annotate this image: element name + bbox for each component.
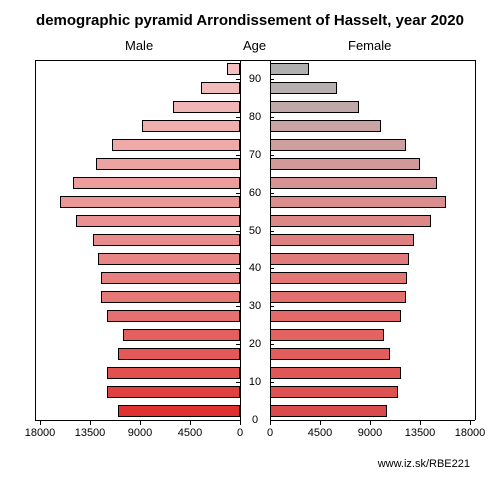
- female-bar: [270, 215, 431, 227]
- female-bar: [270, 120, 381, 132]
- y-tick-label: 30: [249, 300, 261, 312]
- x-tick-label: 9000: [358, 427, 382, 439]
- y-tick-label: 80: [249, 111, 261, 123]
- male-bar: [60, 196, 240, 208]
- female-bar: [270, 82, 337, 94]
- female-bar: [270, 63, 309, 75]
- male-bar: [96, 158, 240, 170]
- female-bar: [270, 386, 398, 398]
- female-bar: [270, 196, 446, 208]
- female-bar: [270, 291, 406, 303]
- y-tick-label: 50: [249, 225, 261, 237]
- male-bar: [142, 120, 240, 132]
- female-bar: [270, 272, 407, 284]
- x-tick-label: 13500: [75, 427, 106, 439]
- male-bar: [107, 310, 240, 322]
- male-bar: [101, 272, 240, 284]
- female-bar: [270, 177, 437, 189]
- pyramid-chart: demographic pyramid Arrondissement of Ha…: [0, 0, 500, 500]
- female-bar: [270, 348, 390, 360]
- x-tick-label: 13500: [405, 427, 436, 439]
- male-bar: [101, 291, 240, 303]
- female-bar: [270, 158, 420, 170]
- x-tick-label: 4500: [178, 427, 202, 439]
- male-bar: [123, 329, 240, 341]
- male-label: Male: [125, 38, 153, 53]
- y-tick-label: 70: [249, 149, 261, 161]
- male-bar: [107, 386, 240, 398]
- y-tick-label: 10: [249, 376, 261, 388]
- x-tick-label: 18000: [455, 427, 486, 439]
- male-bar: [118, 348, 240, 360]
- x-tick-label: 0: [237, 427, 243, 439]
- male-bar: [93, 234, 240, 246]
- source-text: www.iz.sk/RBE221: [378, 458, 470, 470]
- male-bar: [227, 63, 240, 75]
- plot-area: 0045004500900090001350013500180001800001…: [40, 60, 470, 420]
- female-bar: [270, 234, 414, 246]
- female-label: Female: [348, 38, 391, 53]
- male-bar: [112, 139, 240, 151]
- male-bar: [201, 82, 240, 94]
- x-tick-label: 4500: [308, 427, 332, 439]
- male-bar: [173, 101, 240, 113]
- y-tick-label: 60: [249, 187, 261, 199]
- age-label: Age: [243, 38, 266, 53]
- female-bar: [270, 329, 384, 341]
- x-tick-label: 9000: [128, 427, 152, 439]
- y-tick-label: 20: [249, 338, 261, 350]
- y-tick-label: 0: [252, 414, 258, 426]
- male-bar: [73, 177, 240, 189]
- female-bar: [270, 405, 387, 417]
- x-tick-label: 18000: [25, 427, 56, 439]
- x-tick-label: 0: [267, 427, 273, 439]
- male-bar: [76, 215, 240, 227]
- female-bar: [270, 101, 359, 113]
- female-bar: [270, 310, 401, 322]
- male-bar: [118, 405, 240, 417]
- female-bar: [270, 253, 409, 265]
- male-bar: [107, 367, 240, 379]
- chart-title: demographic pyramid Arrondissement of Ha…: [0, 12, 500, 29]
- y-tick-label: 40: [249, 262, 261, 274]
- female-bar: [270, 367, 401, 379]
- male-bar: [98, 253, 240, 265]
- female-bar: [270, 139, 406, 151]
- y-tick-label: 90: [249, 73, 261, 85]
